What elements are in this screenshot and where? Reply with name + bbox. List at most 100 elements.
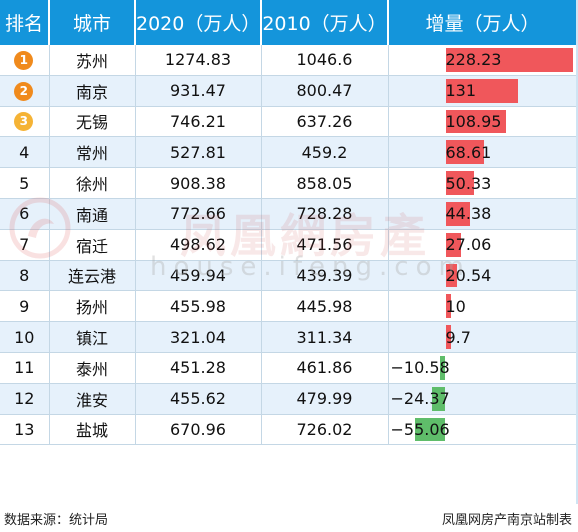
increase-bar-positive xyxy=(445,48,573,72)
pop2020-cell: 459.94 xyxy=(135,260,262,292)
pop2010-cell: 471.56 xyxy=(261,229,389,261)
table-body: 1 苏州 1274.83 1046.6 228.23 2 南京 931.47 800.47 131… xyxy=(0,45,576,446)
increase-label: −10.58 xyxy=(390,358,450,378)
rank-cell: 13 xyxy=(0,414,50,446)
increase-label: 9.7 xyxy=(445,327,471,347)
table-row: 12 淮安 455.62 479.99 −24.37 xyxy=(0,383,576,415)
pop2010-cell: 726.02 xyxy=(261,414,389,446)
city-cell: 常州 xyxy=(49,136,136,169)
table-row: 13 盐城 670.96 726.02 −55.06 xyxy=(0,414,576,446)
increase-cell: 68.61 xyxy=(388,136,576,169)
city-cell: 盐城 xyxy=(49,414,136,446)
rank-cell: 1 xyxy=(0,45,50,76)
pop2010-cell: 800.47 xyxy=(261,75,389,107)
population-table: 排名 城市 2020（万人） 2010（万人） 增量（万人） 1 苏州 1274.8… xyxy=(0,0,576,446)
increase-label: 131 xyxy=(445,81,477,101)
rank-number: 11 xyxy=(14,358,35,378)
increase-bar-positive xyxy=(445,201,471,226)
footer: 数据来源：统计局 凤凰网房产南京站制表 xyxy=(0,506,578,530)
pop2020-cell: 455.62 xyxy=(135,383,262,415)
rank-number: 9 xyxy=(19,296,30,316)
increase-label: 44.38 xyxy=(445,204,492,224)
rank-number: 12 xyxy=(14,389,35,409)
table-row: 9 扬州 455.98 445.98 10 xyxy=(0,290,576,323)
increase-bar-positive xyxy=(445,78,519,103)
pop2020-cell: 931.47 xyxy=(135,75,262,107)
rank-cell: 12 xyxy=(0,383,50,415)
population-table-frame: 排名 城市 2020（万人） 2010（万人） 增量（万人） 1 苏州 1274.8… xyxy=(0,0,578,504)
pop2010-cell: 858.05 xyxy=(261,167,389,199)
table-row: 5 徐州 908.38 858.05 50.33 xyxy=(0,167,576,199)
increase-bar-positive xyxy=(445,109,507,134)
table-row: 2 南京 931.47 800.47 131 xyxy=(0,75,576,107)
increase-cell: 131 xyxy=(388,75,576,107)
increase-cell: −55.06 xyxy=(388,414,576,446)
city-cell: 南京 xyxy=(49,75,136,107)
rank-cell: 10 xyxy=(0,321,50,353)
header-pop2010: 2010（万人） xyxy=(261,0,389,45)
increase-label: 10 xyxy=(445,296,466,316)
data-source: 数据来源：统计局 xyxy=(4,513,109,528)
table-row: 11 泰州 451.28 461.86 −10.58 xyxy=(0,352,576,384)
increase-label: −24.37 xyxy=(390,389,450,409)
increase-label: 50.33 xyxy=(445,173,492,193)
header-city: 城市 xyxy=(49,0,136,45)
increase-bar-negative xyxy=(439,355,446,380)
pop2010-cell: 445.98 xyxy=(261,290,389,323)
table-row: 8 连云港 459.94 439.39 20.54 xyxy=(0,260,576,292)
rank-cell: 5 xyxy=(0,167,50,199)
rank-medal-icon: 2 xyxy=(14,81,34,101)
increase-bar-positive xyxy=(445,232,461,257)
rank-cell: 4 xyxy=(0,136,50,169)
increase-bar-negative xyxy=(431,386,446,411)
table-row: 1 苏州 1274.83 1046.6 228.23 xyxy=(0,45,576,76)
city-cell: 泰州 xyxy=(49,352,136,384)
table-header-row: 排名 城市 2020（万人） 2010（万人） 增量（万人） xyxy=(0,0,576,45)
pop2020-cell: 746.21 xyxy=(135,106,262,138)
pop2020-cell: 321.04 xyxy=(135,321,262,353)
pop2020-cell: 527.81 xyxy=(135,136,262,169)
pop2020-cell: 772.66 xyxy=(135,198,262,230)
city-cell: 连云港 xyxy=(49,260,136,292)
rank-number: 5 xyxy=(19,173,30,193)
pop2010-cell: 1046.6 xyxy=(261,45,389,76)
pop2010-cell: 459.2 xyxy=(261,136,389,169)
increase-label: 108.95 xyxy=(445,111,502,131)
rank-number: 8 xyxy=(19,265,30,285)
city-cell: 徐州 xyxy=(49,167,136,199)
rank-cell: 2 xyxy=(0,75,50,107)
pop2010-cell: 637.26 xyxy=(261,106,389,138)
increase-cell: 10 xyxy=(388,290,576,323)
header-rank: 排名 xyxy=(0,0,50,45)
pop2020-cell: 498.62 xyxy=(135,229,262,261)
table-row: 3 无锡 746.21 637.26 108.95 xyxy=(0,106,576,138)
increase-cell: 44.38 xyxy=(388,198,576,230)
pop2020-cell: 451.28 xyxy=(135,352,262,384)
increase-cell: 228.23 xyxy=(388,45,576,76)
increase-label: 27.06 xyxy=(445,235,492,255)
pop2020-cell: 670.96 xyxy=(135,414,262,446)
increase-cell: 27.06 xyxy=(388,229,576,261)
rank-cell: 11 xyxy=(0,352,50,384)
city-cell: 南通 xyxy=(49,198,136,230)
increase-cell: 50.33 xyxy=(388,167,576,199)
increase-cell: 108.95 xyxy=(388,106,576,138)
pop2020-cell: 908.38 xyxy=(135,167,262,199)
rank-cell: 8 xyxy=(0,260,50,292)
table-row: 7 宿迁 498.62 471.56 27.06 xyxy=(0,229,576,261)
increase-cell: −10.58 xyxy=(388,352,576,384)
increase-bar-positive xyxy=(445,263,457,288)
pop2010-cell: 728.28 xyxy=(261,198,389,230)
increase-bar-negative xyxy=(414,417,446,442)
pop2020-cell: 455.98 xyxy=(135,290,262,323)
rank-number: 10 xyxy=(14,327,35,347)
city-cell: 无锡 xyxy=(49,106,136,138)
increase-bar-positive xyxy=(445,171,474,195)
rank-medal-icon: 1 xyxy=(14,50,34,70)
increase-label: 68.61 xyxy=(445,142,492,162)
city-cell: 扬州 xyxy=(49,290,136,323)
city-cell: 宿迁 xyxy=(49,229,136,261)
increase-label: 20.54 xyxy=(445,265,492,285)
table-row: 4 常州 527.81 459.2 68.61 xyxy=(0,136,576,169)
increase-cell: −24.37 xyxy=(388,383,576,415)
